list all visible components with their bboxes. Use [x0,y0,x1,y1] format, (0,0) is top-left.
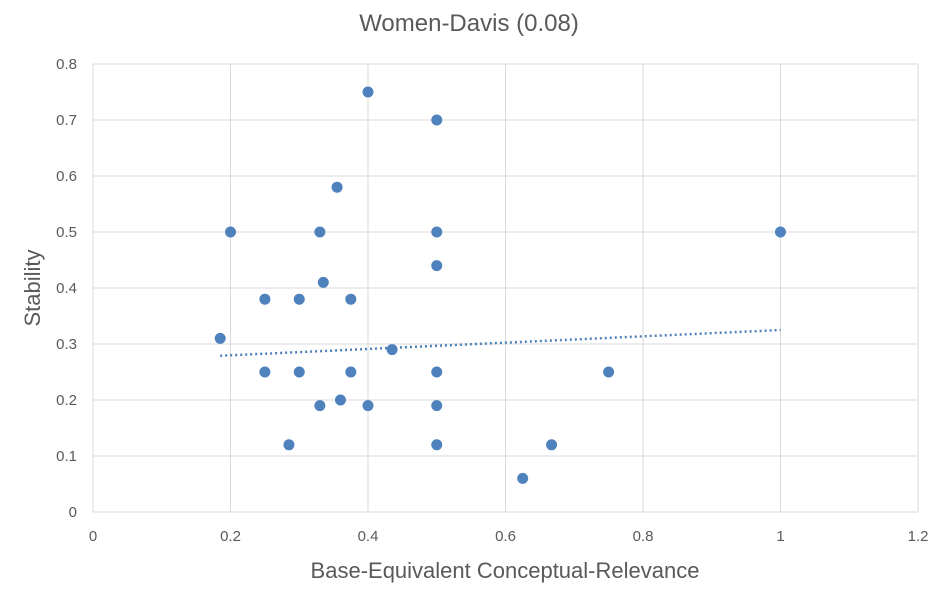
data-point-13 [345,366,357,378]
data-point-4 [283,439,295,451]
data-point-7 [314,226,326,238]
y-tick-label-1: 0.1 [56,448,77,465]
trendline-layer [220,328,781,358]
y-tick-label-5: 0.5 [56,224,77,241]
data-point-20 [431,366,443,378]
data-point-2 [259,293,271,305]
data-point-16 [386,344,398,356]
tick-labels: 0 0.2 0.4 0.6 0.8 1 1.2 0 0.1 0.2 0.3 0.4 0.5 0.6 0.7 0… [56,56,928,545]
chart-title: Women-Davis (0.08) [359,10,579,37]
data-point-15 [362,400,374,412]
data-point-5 [293,293,305,305]
y-tick-label-7: 0.7 [56,112,77,129]
data-point-8 [314,400,326,412]
grid-lines [92,63,919,513]
data-point-3 [259,366,271,378]
data-point-25 [603,366,615,378]
x-axis-title: Base-Equivalent Conceptual-Relevance [311,558,700,583]
data-point-19 [431,260,443,272]
x-tick-label-0: 0 [89,528,97,545]
y-tick-label-0: 0 [69,504,77,521]
x-tick-label-4: 0.8 [633,528,654,545]
data-point-10 [331,181,343,193]
x-tick-label-1: 0.2 [220,528,241,545]
data-point-26 [775,226,786,238]
data-point-18 [431,226,443,238]
y-tick-label-3: 0.3 [56,336,77,353]
data-point-22 [431,439,443,451]
data-point-24 [546,439,558,451]
y-tick-label-6: 0.6 [56,168,77,185]
x-tick-label-5: 1 [776,528,784,545]
trendline [220,328,781,358]
x-tick-label-2: 0.4 [358,528,379,545]
data-point-11 [335,394,346,406]
x-tick-label-6: 1.2 [908,528,929,545]
data-point-17 [431,114,443,126]
y-tick-label-4: 0.4 [56,280,77,297]
data-points [214,86,786,484]
data-point-14 [362,86,374,98]
data-point-6 [293,366,305,378]
x-tick-label-3: 0.6 [495,528,516,545]
data-point-0 [214,332,226,344]
data-point-9 [317,276,329,288]
data-point-1 [225,226,236,238]
y-tick-label-2: 0.2 [56,392,77,409]
y-axis-title: Stability [20,249,45,326]
data-point-21 [431,400,443,412]
y-tick-label-8: 0.8 [56,56,77,73]
data-point-23 [517,472,529,484]
data-point-12 [345,293,357,305]
